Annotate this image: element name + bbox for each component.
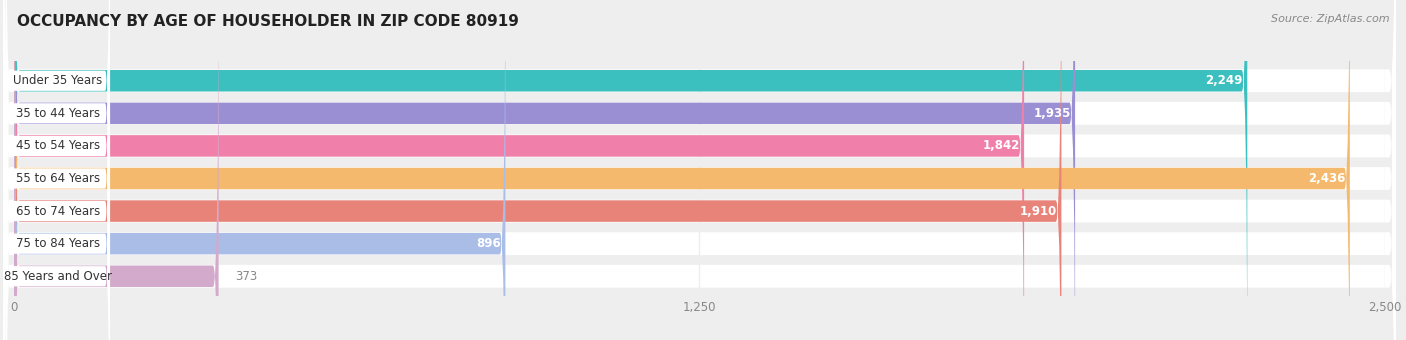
Text: 75 to 84 Years: 75 to 84 Years (15, 237, 100, 250)
Text: 2,436: 2,436 (1308, 172, 1346, 185)
Text: 896: 896 (477, 237, 501, 250)
Text: 35 to 44 Years: 35 to 44 Years (15, 107, 100, 120)
FancyBboxPatch shape (6, 0, 110, 340)
Text: 65 to 74 Years: 65 to 74 Years (15, 205, 100, 218)
FancyBboxPatch shape (3, 0, 1396, 340)
FancyBboxPatch shape (14, 0, 1062, 340)
FancyBboxPatch shape (14, 0, 218, 340)
Text: 55 to 64 Years: 55 to 64 Years (15, 172, 100, 185)
FancyBboxPatch shape (3, 0, 1396, 340)
FancyBboxPatch shape (14, 0, 1024, 340)
Text: 373: 373 (235, 270, 257, 283)
Text: 1,935: 1,935 (1033, 107, 1071, 120)
Text: 85 Years and Over: 85 Years and Over (4, 270, 112, 283)
Text: Under 35 Years: Under 35 Years (13, 74, 103, 87)
Text: OCCUPANCY BY AGE OF HOUSEHOLDER IN ZIP CODE 80919: OCCUPANCY BY AGE OF HOUSEHOLDER IN ZIP C… (17, 14, 519, 29)
FancyBboxPatch shape (14, 0, 1247, 340)
FancyBboxPatch shape (14, 0, 1076, 340)
FancyBboxPatch shape (14, 0, 1350, 340)
FancyBboxPatch shape (14, 0, 505, 340)
FancyBboxPatch shape (3, 0, 1396, 340)
FancyBboxPatch shape (6, 0, 110, 340)
Text: Source: ZipAtlas.com: Source: ZipAtlas.com (1271, 14, 1389, 23)
FancyBboxPatch shape (3, 0, 1396, 340)
Text: 45 to 54 Years: 45 to 54 Years (15, 139, 100, 152)
FancyBboxPatch shape (3, 0, 1396, 340)
Text: 2,249: 2,249 (1205, 74, 1243, 87)
FancyBboxPatch shape (6, 0, 110, 340)
FancyBboxPatch shape (6, 0, 110, 340)
FancyBboxPatch shape (6, 0, 110, 340)
FancyBboxPatch shape (3, 0, 1396, 340)
FancyBboxPatch shape (3, 0, 1396, 340)
FancyBboxPatch shape (6, 0, 110, 340)
Text: 1,910: 1,910 (1019, 205, 1057, 218)
FancyBboxPatch shape (6, 0, 110, 340)
Text: 1,842: 1,842 (983, 139, 1019, 152)
